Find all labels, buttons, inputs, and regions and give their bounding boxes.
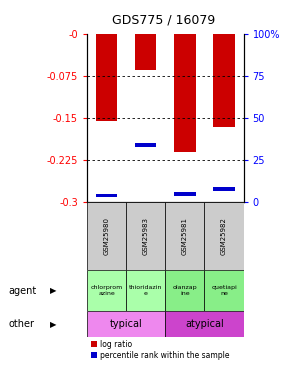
Bar bbox=[213, 34, 235, 127]
Text: quetiapi
ne: quetiapi ne bbox=[211, 285, 237, 296]
Legend: log ratio, percentile rank within the sample: log ratio, percentile rank within the sa… bbox=[91, 340, 229, 360]
Text: chlorprom
azine: chlorprom azine bbox=[90, 285, 123, 296]
Bar bbox=[165, 202, 204, 270]
Text: ▶: ▶ bbox=[50, 286, 57, 295]
Bar bbox=[213, 187, 235, 190]
Bar bbox=[204, 202, 244, 270]
Bar bbox=[87, 202, 126, 270]
Bar bbox=[165, 311, 244, 338]
Text: GSM25982: GSM25982 bbox=[221, 217, 227, 255]
Text: GSM25983: GSM25983 bbox=[143, 217, 149, 255]
Text: atypical: atypical bbox=[185, 320, 224, 329]
Bar bbox=[96, 194, 117, 197]
Text: thioridazin
e: thioridazin e bbox=[129, 285, 162, 296]
Text: agent: agent bbox=[9, 286, 37, 296]
Text: ▶: ▶ bbox=[50, 320, 57, 329]
Bar bbox=[126, 270, 165, 311]
Bar bbox=[87, 270, 126, 311]
Text: GSM25980: GSM25980 bbox=[104, 217, 110, 255]
Bar bbox=[135, 34, 157, 70]
Bar bbox=[165, 270, 204, 311]
Bar bbox=[126, 202, 165, 270]
Text: olanzap
ine: olanzap ine bbox=[173, 285, 197, 296]
Text: other: other bbox=[9, 320, 35, 329]
Bar bbox=[87, 311, 165, 338]
Bar bbox=[135, 143, 157, 147]
Text: typical: typical bbox=[110, 320, 142, 329]
Text: GSM25981: GSM25981 bbox=[182, 217, 188, 255]
Bar bbox=[204, 270, 244, 311]
Text: GDS775 / 16079: GDS775 / 16079 bbox=[112, 13, 215, 26]
Bar bbox=[174, 192, 196, 196]
Bar bbox=[96, 34, 117, 121]
Bar bbox=[174, 34, 196, 152]
